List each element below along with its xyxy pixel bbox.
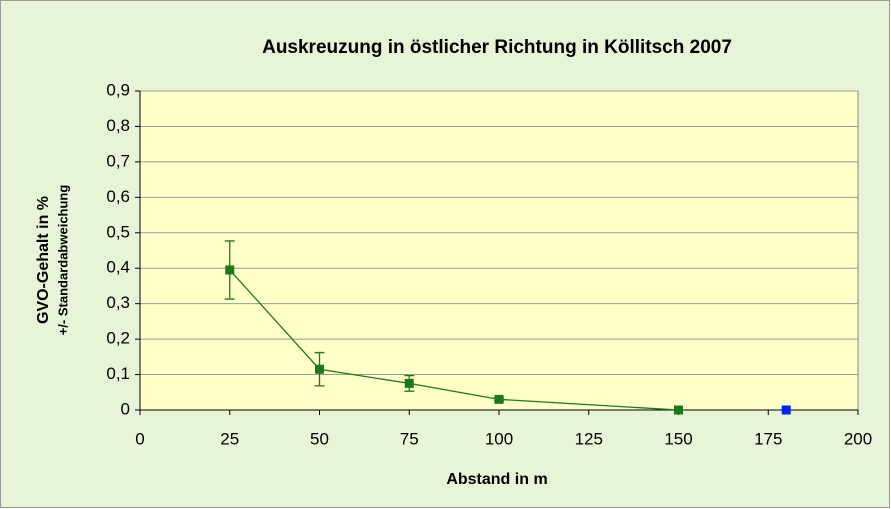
y-tick-label: 0,3 [106,293,130,312]
x-tick-label: 100 [485,429,513,448]
y-tick-label: 0,5 [106,222,130,241]
y-tick-label: 0,9 [106,80,130,99]
y-axis-subtitle: +/- Standardabweichung [55,185,70,336]
marker [781,405,791,415]
x-tick-label: 200 [844,429,872,448]
x-tick-label: 75 [400,429,419,448]
y-tick-label: 0,1 [106,364,130,383]
x-axis-title: Abstand in m [446,471,547,488]
y-tick-label: 0,4 [106,258,130,277]
y-tick-label: 0,2 [106,329,130,348]
x-tick-label: 175 [754,429,782,448]
x-tick-label: 0 [135,429,144,448]
marker [404,378,414,388]
x-tick-label: 125 [575,429,603,448]
marker [225,265,235,275]
plot-area [139,90,859,411]
x-tick-label: 50 [310,429,329,448]
x-tick-label: 150 [664,429,692,448]
y-tick-label: 0,8 [106,116,130,135]
chart-title: Auskreuzung in östlicher Richtung in Köl… [262,37,732,58]
marker [494,394,504,404]
marker [315,364,324,374]
y-tick-label: 0,6 [106,187,130,206]
y-tick-label: 0,7 [106,151,130,170]
y-tick-label: 0 [121,399,130,418]
x-tick-label: 25 [220,429,239,448]
marker [674,405,683,415]
y-axis-title: GVO-Gehalt in % [35,196,52,324]
